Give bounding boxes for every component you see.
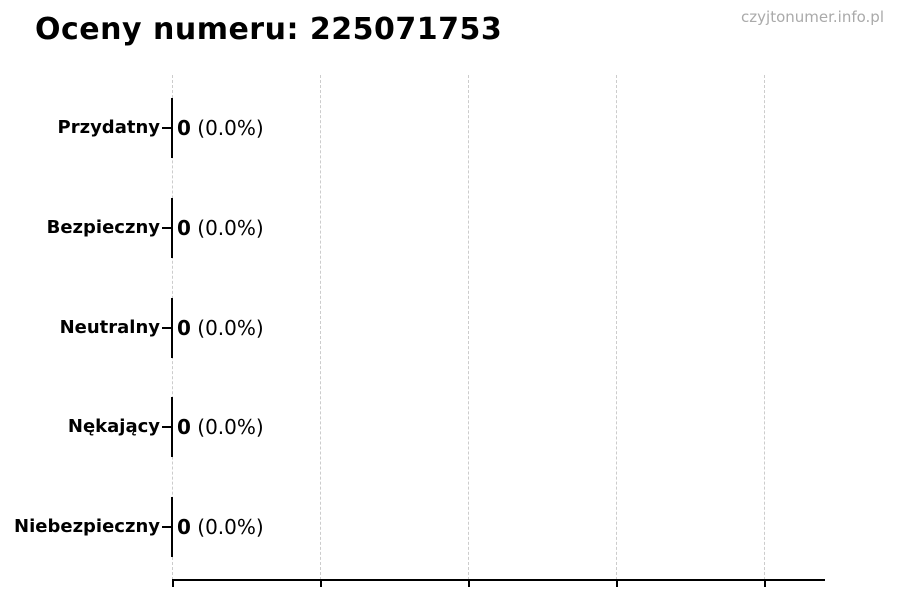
value-count: 0 <box>177 515 191 539</box>
bar <box>171 197 173 258</box>
bar <box>171 497 173 557</box>
x-axis-tick <box>172 581 174 587</box>
bar <box>171 397 173 458</box>
value-annotation: 0 (0.0%) <box>177 514 264 540</box>
value-annotation: 0 (0.0%) <box>177 215 264 241</box>
y-axis-tick <box>162 226 172 229</box>
x-axis-tick <box>616 581 618 587</box>
gridline <box>468 75 469 580</box>
x-axis-tick <box>468 581 470 587</box>
value-percent: (0.0%) <box>197 315 264 340</box>
value-count: 0 <box>177 415 191 440</box>
gridline <box>320 75 321 580</box>
value-percent: (0.0%) <box>197 215 264 240</box>
value-percent: (0.0%) <box>197 415 264 440</box>
gridline <box>616 75 617 580</box>
value-percent: (0.0%) <box>197 515 264 539</box>
x-axis-line <box>172 579 825 581</box>
value-annotation: 0 (0.0%) <box>177 315 264 341</box>
x-axis-tick <box>320 581 322 587</box>
category-label: Niebezpieczny <box>14 516 160 537</box>
value-annotation: 0 (0.0%) <box>177 414 264 440</box>
y-axis-tick <box>162 426 172 429</box>
watermark: czyjtonumer.info.pl <box>741 8 884 26</box>
category-label: Bezpieczny <box>46 216 160 238</box>
x-axis-tick <box>764 581 766 587</box>
chart-title: Oceny numeru: 225071753 <box>35 12 503 47</box>
y-axis-tick <box>162 326 172 329</box>
y-axis-tick <box>162 127 172 129</box>
value-percent: (0.0%) <box>197 116 264 140</box>
category-label: Nękający <box>67 416 160 438</box>
value-count: 0 <box>177 215 191 240</box>
gridline <box>764 75 765 580</box>
y-axis-tick <box>162 526 172 528</box>
category-label: Przydatny <box>57 117 160 138</box>
value-count: 0 <box>177 315 191 340</box>
bar <box>171 98 173 158</box>
bar <box>171 297 173 358</box>
category-label: Neutralny <box>59 316 160 338</box>
value-annotation: 0 (0.0%) <box>177 115 264 141</box>
value-count: 0 <box>177 116 191 140</box>
